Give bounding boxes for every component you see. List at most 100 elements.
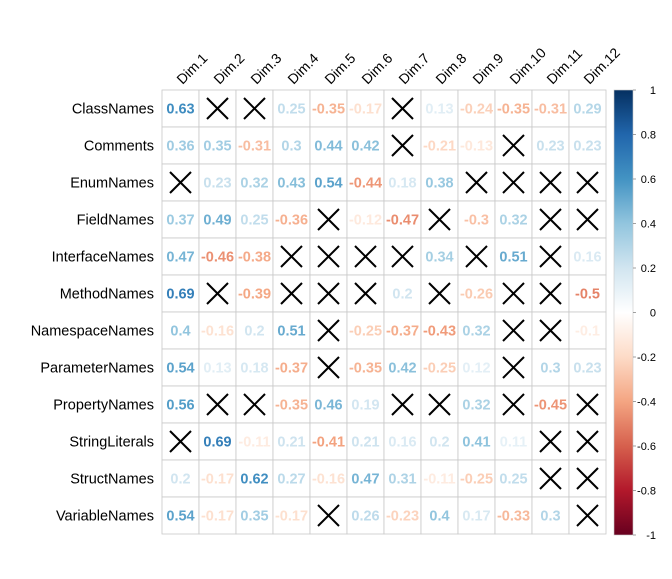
heatmap-cell (346, 200, 385, 239)
heatmap-cell (531, 348, 570, 387)
cell-value-label: -0.16 (312, 472, 345, 488)
insignificant-cross (317, 208, 340, 231)
heatmap-cell (198, 496, 237, 535)
insignificant-cross (206, 393, 229, 416)
heatmap-grid: 0.63 0.25 -0.35 -0.17 0.13 -0.24 -0.35 -0.31 0.2… (161, 89, 607, 535)
heatmap-cell (198, 348, 237, 387)
heatmap-cell (198, 422, 237, 461)
insignificant-cross (169, 430, 192, 453)
insignificant-cross (317, 245, 340, 268)
heatmap-cell (198, 274, 237, 313)
heatmap-cell (272, 348, 311, 387)
insignificant-cross (576, 208, 599, 231)
column-label: Dim.9 (469, 50, 506, 87)
heatmap-cell (420, 126, 459, 165)
cell-value-label: 0.56 (166, 398, 194, 414)
cell-value-label: -0.17 (201, 472, 234, 488)
colorbar-tick-label: -0.4 (637, 397, 656, 409)
heatmap-cell (272, 200, 311, 239)
cell-value-label: -0.31 (238, 139, 271, 155)
heatmap-cell (161, 385, 200, 424)
insignificant-cross (539, 208, 562, 231)
row-labels: ClassNames Comments EnumNames FieldNames Int… (31, 102, 154, 525)
heatmap-cell (309, 126, 348, 165)
cell-value-label: -0.13 (460, 139, 493, 155)
cell-value-label: 0.18 (240, 361, 268, 377)
row-label: StructNames (70, 472, 154, 488)
cell-value-label: -0.3 (464, 213, 489, 229)
insignificant-cross (391, 245, 414, 268)
insignificant-cross (539, 282, 562, 305)
cell-value-label: 0.18 (388, 176, 416, 192)
cell-value-label: 0.32 (462, 324, 490, 340)
cell-value-label: -0.31 (534, 102, 567, 118)
column-label: Dim.6 (358, 50, 395, 87)
heatmap-cell (198, 459, 237, 498)
cell-value-label: -0.17 (275, 509, 308, 525)
cell-value-label: -0.16 (201, 324, 234, 340)
heatmap-cell (494, 200, 533, 239)
cell-value-label: -0.38 (238, 250, 271, 266)
insignificant-cross (502, 134, 525, 157)
cell-value-label: 0.25 (277, 102, 305, 118)
insignificant-cross (502, 393, 525, 416)
row-label: MethodNames (60, 287, 154, 303)
heatmap-cell (494, 496, 533, 535)
heatmap-cell (494, 237, 533, 276)
heatmap-cell (531, 385, 570, 424)
colorbar-tick-label: 0 (650, 308, 656, 320)
column-label: Dim.3 (247, 50, 284, 87)
heatmap-cell (457, 348, 496, 387)
heatmap-cell (235, 237, 274, 276)
cell-value-label: 0.19 (351, 398, 379, 414)
heatmap-cell (420, 163, 459, 202)
heatmap-cell (531, 89, 570, 128)
cell-value-label: 0.16 (573, 250, 601, 266)
cell-value-label: -0.1 (575, 324, 600, 340)
insignificant-cross (391, 393, 414, 416)
cell-value-label: 0.35 (240, 509, 268, 525)
cell-value-label: -0.37 (275, 361, 308, 377)
insignificant-cross (428, 393, 451, 416)
heatmap-cell (198, 163, 237, 202)
cell-value-label: 0.54 (166, 361, 194, 377)
heatmap-cell (309, 459, 348, 498)
heatmap-cell (346, 459, 385, 498)
cell-value-label: 0.42 (388, 361, 416, 377)
heatmap-cell (198, 311, 237, 350)
row-label: NamespaceNames (31, 324, 154, 340)
cell-value-label: 0.54 (314, 176, 342, 192)
cell-value-label: 0.23 (536, 139, 564, 155)
cell-value-label: 0.47 (351, 472, 379, 488)
cell-value-label: 0.11 (500, 435, 527, 451)
cell-value-label: 0.4 (170, 324, 190, 340)
cell-value-label: 0.51 (499, 250, 527, 266)
cell-value-label: -0.12 (349, 213, 382, 229)
cell-value-label: 0.37 (166, 213, 194, 229)
cell-value-label: 0.29 (573, 102, 601, 118)
heatmap-cell (568, 311, 607, 350)
cell-value-label: 0.2 (392, 287, 412, 303)
insignificant-cross (576, 504, 599, 527)
insignificant-cross (539, 467, 562, 490)
heatmap-cell (346, 126, 385, 165)
cell-value-label: 0.2 (429, 435, 449, 451)
heatmap-cell (161, 126, 200, 165)
heatmap-cell (235, 311, 274, 350)
cell-value-label: 0.63 (166, 102, 194, 118)
insignificant-cross (317, 319, 340, 342)
cell-value-label: 0.2 (170, 472, 190, 488)
row-label: ParameterNames (40, 361, 154, 377)
heatmap-cell (568, 274, 607, 313)
cell-value-label: -0.17 (201, 509, 234, 525)
cell-value-label: -0.21 (423, 139, 456, 155)
heatmap-cell (383, 459, 422, 498)
insignificant-cross (206, 97, 229, 120)
cell-value-label: 0.35 (203, 139, 231, 155)
insignificant-cross (317, 356, 340, 379)
insignificant-cross (243, 393, 266, 416)
heatmap-cell (198, 200, 237, 239)
cell-value-label: -0.44 (349, 176, 382, 192)
cell-value-label: 0.12 (462, 361, 490, 377)
